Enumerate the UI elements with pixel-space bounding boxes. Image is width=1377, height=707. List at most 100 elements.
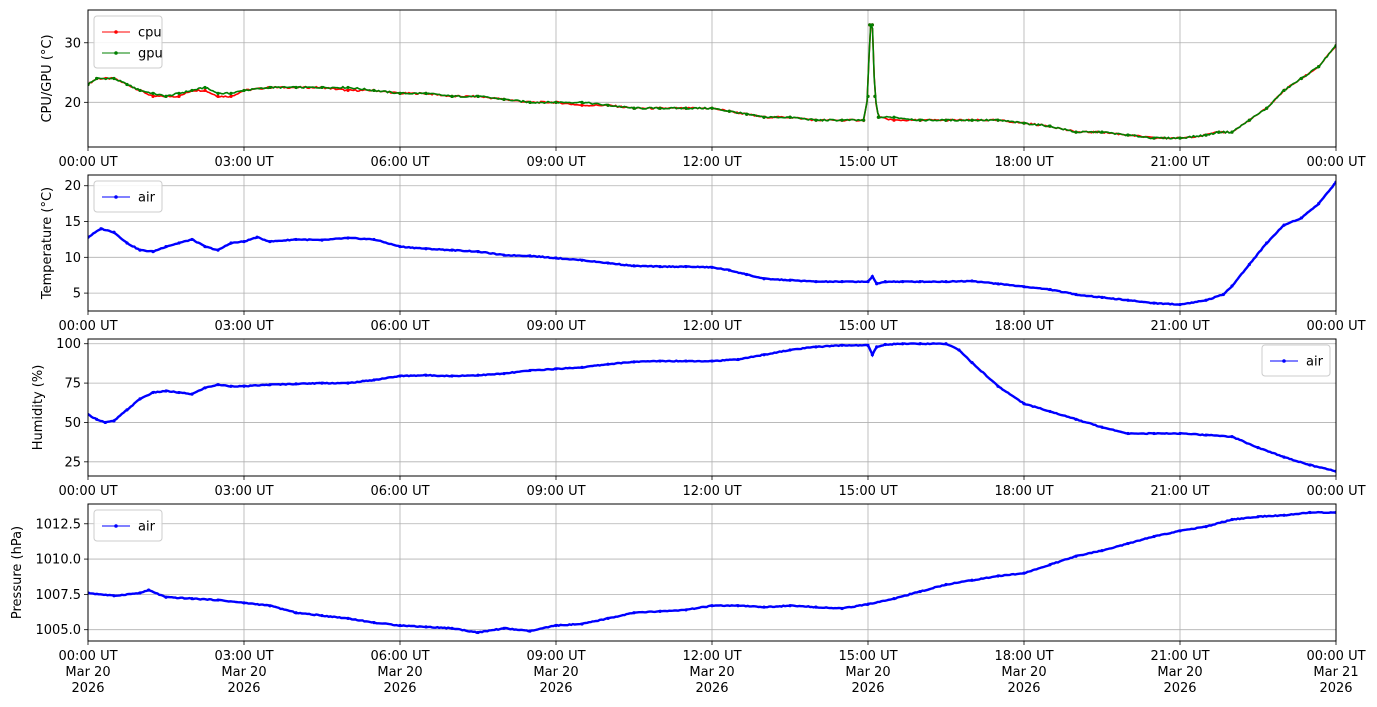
plot-area <box>88 510 1336 635</box>
plot-area <box>88 23 1336 140</box>
data-point-air <box>1204 524 1208 529</box>
data-point-air <box>996 384 1000 388</box>
x-tick-label: 21:00 UT <box>1150 484 1209 499</box>
y-tick-label: 1010.0 <box>36 553 82 568</box>
data-point-gpu <box>814 118 818 122</box>
x-tick-label: Mar 20 <box>1157 665 1202 680</box>
data-point-gpu <box>476 94 480 98</box>
data-point-air <box>1048 563 1052 567</box>
data-point-air <box>125 241 129 245</box>
x-tick-label: Mar 20 <box>533 665 578 680</box>
data-point-air <box>138 591 142 595</box>
data-point-air <box>164 244 168 249</box>
data-point-air <box>918 280 922 284</box>
y-tick-label: 1005.0 <box>36 623 82 638</box>
data-point-air <box>147 588 151 592</box>
x-tick-label: 2026 <box>71 681 104 696</box>
x-tick-label: 2026 <box>539 681 572 696</box>
data-point-air <box>580 258 584 262</box>
x-tick-label: Mar 20 <box>845 665 890 680</box>
data-point-gpu <box>745 112 749 116</box>
x-tick-label: 2026 <box>695 681 728 696</box>
data-point-air <box>424 373 428 377</box>
data-point-air <box>138 248 142 252</box>
legend-marker-cpu <box>114 30 118 34</box>
data-point-air <box>996 282 1000 286</box>
data-point-air <box>970 279 974 283</box>
data-point-air <box>944 582 948 587</box>
data-point-air <box>606 616 610 621</box>
data-point-gpu <box>1282 88 1286 93</box>
data-point-air <box>632 611 636 615</box>
x-tick-label: Mar 20 <box>689 665 734 680</box>
axes-frame <box>87 9 1337 148</box>
data-point-gpu <box>1299 76 1303 81</box>
y-tick-label: 1007.5 <box>36 588 82 603</box>
axes-frame <box>87 503 1337 642</box>
data-point-air <box>580 622 584 626</box>
data-point-air <box>99 227 103 231</box>
x-tick-label: 12:00 UT <box>682 484 741 499</box>
data-point-air <box>736 357 740 362</box>
x-tick-label: 06:00 UT <box>370 649 429 664</box>
data-point-air <box>294 237 298 242</box>
data-point-air <box>883 280 887 284</box>
data-point-air <box>1230 517 1234 522</box>
data-point-air <box>632 360 636 364</box>
data-point-cpu <box>216 94 220 98</box>
plot-area <box>88 180 1336 307</box>
x-tick-label: 15:00 UT <box>838 319 897 334</box>
data-point-air <box>814 280 818 284</box>
data-point-gpu <box>554 100 558 104</box>
data-point-air <box>710 265 714 269</box>
legend-box <box>93 15 163 69</box>
data-point-gpu <box>268 85 272 90</box>
x-tick-label: 06:00 UT <box>370 484 429 499</box>
data-point-air <box>398 374 402 378</box>
data-point-air <box>1308 510 1312 515</box>
data-point-air <box>1126 541 1130 546</box>
data-point-gpu <box>840 118 844 122</box>
y-tick-label: 20 <box>64 96 81 111</box>
data-point-gpu <box>450 94 454 98</box>
data-point-air <box>476 630 480 635</box>
data-point-air <box>658 609 662 613</box>
data-point-air <box>883 342 887 347</box>
x-tick-label: 00:00 UT <box>58 155 117 170</box>
data-point-gpu <box>216 91 220 95</box>
x-tick-label: Mar 20 <box>221 665 266 680</box>
x-tick-label: 21:00 UT <box>1150 155 1209 170</box>
data-point-air <box>996 574 1000 578</box>
data-point-gpu <box>229 91 233 95</box>
axes-frame <box>87 338 1337 477</box>
data-point-air <box>528 368 532 373</box>
data-point-air <box>216 248 220 252</box>
data-point-gpu <box>177 91 181 95</box>
chart-panel-1: 20 30 00:00 UT 03:00 UT 06:00 UT 09:00 UT 12:0… <box>40 9 1366 170</box>
x-tick-label: 03:00 UT <box>214 649 273 664</box>
x-tick-label: 12:00 UT <box>682 319 741 334</box>
data-point-gpu <box>151 91 155 95</box>
data-point-air <box>1048 409 1052 414</box>
data-point-air <box>762 277 766 281</box>
data-point-gpu <box>1074 130 1078 134</box>
data-point-cpu <box>892 118 896 122</box>
data-point-air <box>1282 513 1286 517</box>
data-point-gpu <box>1152 136 1156 140</box>
axes-frame <box>87 174 1337 312</box>
data-point-air <box>190 392 194 396</box>
legend-label-cpu: cpu <box>138 26 162 41</box>
data-point-air <box>710 604 714 608</box>
data-point-air <box>1256 446 1260 450</box>
data-point-air <box>870 353 874 357</box>
x-tick-label: 00:00 UT <box>1306 155 1365 170</box>
data-point-gpu <box>918 118 922 122</box>
data-point-air <box>814 345 818 349</box>
data-point-air <box>229 384 233 388</box>
x-tick-label: 2026 <box>1007 681 1040 696</box>
data-point-air <box>125 408 129 412</box>
data-point-gpu <box>1204 133 1208 137</box>
legend: air <box>93 180 163 213</box>
y-axis-label: Temperature (°C) <box>40 187 55 300</box>
